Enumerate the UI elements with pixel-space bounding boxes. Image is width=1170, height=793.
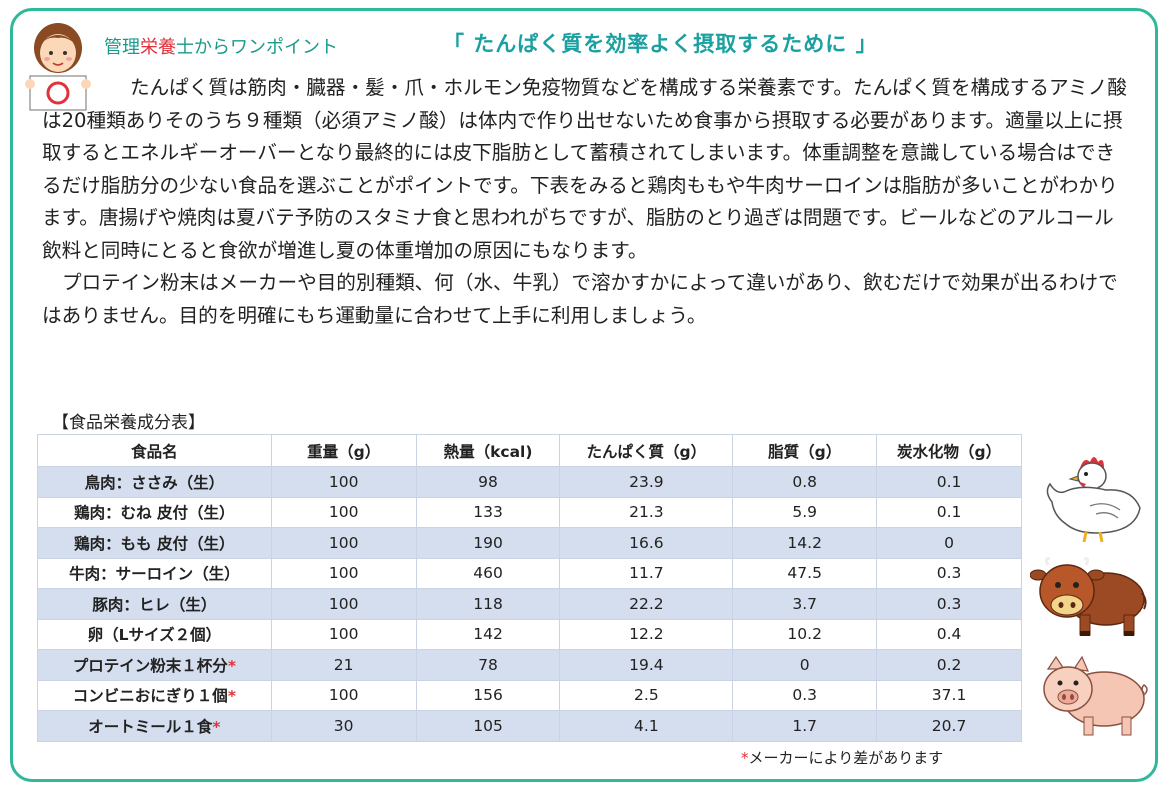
footnote: *メーカーにより差があります: [741, 749, 944, 767]
table-row: 牛肉：サーロイン（生） 100 460 11.7 47.5 0.3: [37, 557, 1022, 589]
page-title: 「 たんぱく質を効率よく摂取するために 」: [443, 32, 878, 56]
protein-cell: 2.5: [559, 679, 734, 711]
column-header-weight: 重量（g）: [270, 434, 417, 467]
kcal-cell: 98: [415, 466, 561, 498]
protein-cell: 12.2: [559, 618, 734, 650]
kcal-cell: 156: [415, 679, 561, 711]
weight-cell: 30: [270, 710, 417, 742]
weight-cell: 100: [270, 496, 417, 528]
table-row: 豚肉：ヒレ（生） 100 118 22.2 3.7 0.3: [37, 588, 1022, 620]
carb-cell: 0.2: [876, 649, 1022, 681]
carb-cell: 0.4: [876, 618, 1022, 650]
table-row: コンビニおにぎり１個* 100 156 2.5 0.3 37.1: [37, 679, 1022, 711]
weight-cell: 100: [270, 466, 417, 498]
food-name-cell: プロテイン粉末１杯分*: [37, 649, 272, 681]
pig-icon: [1043, 655, 1148, 736]
weight-cell: 100: [270, 588, 417, 620]
table-row: 鶏肉：もも 皮付（生） 100 190 16.6 14.2 0: [37, 527, 1022, 559]
column-header-food: 食品名: [37, 434, 272, 467]
carb-cell: 20.7: [876, 710, 1022, 742]
protein-cell: 22.2: [559, 588, 734, 620]
kcal-cell: 190: [415, 527, 561, 559]
kcal-cell: 105: [415, 710, 561, 742]
food-name-cell: 鳥肉：ささみ（生）: [37, 466, 272, 498]
fat-cell: 10.2: [732, 618, 878, 650]
table-row: プロテイン粉末１杯分* 21 78 19.4 0 0.2: [37, 649, 1022, 681]
protein-cell: 23.9: [559, 466, 734, 498]
table-header-row: 食品名 重量（g） 熱量（kcal) たんぱく質（g） 脂質（g） 炭水化物（g…: [37, 434, 1022, 467]
protein-cell: 4.1: [559, 710, 734, 742]
header-label: 管理栄養士からワンポイント: [104, 37, 338, 58]
food-name-cell: 豚肉：ヒレ（生）: [37, 588, 272, 620]
kcal-cell: 142: [415, 618, 561, 650]
food-name-cell: コンビニおにぎり１個*: [37, 679, 272, 711]
weight-cell: 100: [270, 618, 417, 650]
food-name-cell: 鶏肉：むね 皮付（生）: [37, 496, 272, 528]
carb-cell: 0.3: [876, 557, 1022, 589]
fat-cell: 3.7: [732, 588, 878, 620]
fat-cell: 5.9: [732, 496, 878, 528]
kcal-cell: 118: [415, 588, 561, 620]
kcal-cell: 133: [415, 496, 561, 528]
paragraph-2: プロテイン粉末はメーカーや目的別種類、何（水、牛乳）で溶かすかによって違いがあり…: [42, 271, 1118, 327]
chicken-icon: [1046, 457, 1141, 542]
content-frame: [10, 8, 1158, 782]
carb-cell: 0.1: [876, 466, 1022, 498]
table-row: 卵（Lサイズ２個） 100 142 12.2 10.2 0.4: [37, 618, 1022, 650]
paragraph-1: たんぱく質は筋肉・臓器・髪・爪・ホルモン免疫物質などを構成する栄養素です。たんぱ…: [42, 76, 1127, 262]
nutrition-table: 食品名 重量（g） 熱量（kcal) たんぱく質（g） 脂質（g） 炭水化物（g…: [37, 434, 1022, 742]
food-name-cell: オートミール１食*: [37, 710, 272, 742]
fat-cell: 14.2: [732, 527, 878, 559]
weight-cell: 21: [270, 649, 417, 681]
table-row: 鳥肉：ささみ（生） 100 98 23.9 0.8 0.1: [37, 466, 1022, 498]
food-name-cell: 卵（Lサイズ２個）: [37, 618, 272, 650]
fat-cell: 0: [732, 649, 878, 681]
protein-cell: 16.6: [559, 527, 734, 559]
protein-cell: 21.3: [559, 496, 734, 528]
column-header-fat: 脂質（g）: [732, 434, 878, 467]
kcal-cell: 78: [415, 649, 561, 681]
column-header-protein: たんぱく質（g）: [559, 434, 734, 467]
article-body: たんぱく質は筋肉・臓器・髪・爪・ホルモン免疫物質などを構成する栄養素です。たんぱ…: [42, 72, 1132, 332]
table-caption: 【食品栄養成分表】: [52, 413, 205, 433]
weight-cell: 100: [270, 557, 417, 589]
carb-cell: 0.1: [876, 496, 1022, 528]
table-row: オートミール１食* 30 105 4.1 1.7 20.7: [37, 710, 1022, 742]
fat-cell: 0.3: [732, 679, 878, 711]
food-name-cell: 牛肉：サーロイン（生）: [37, 557, 272, 589]
nutritionist-avatar-icon: [25, 23, 91, 111]
weight-cell: 100: [270, 679, 417, 711]
kcal-cell: 460: [415, 557, 561, 589]
column-header-kcal: 熱量（kcal): [415, 434, 561, 467]
protein-cell: 19.4: [559, 649, 734, 681]
weight-cell: 100: [270, 527, 417, 559]
food-name-cell: 鶏肉：もも 皮付（生）: [37, 527, 272, 559]
column-header-carb: 炭水化物（g）: [876, 434, 1022, 467]
cow-icon: [1030, 557, 1147, 636]
fat-cell: 47.5: [732, 557, 878, 589]
carb-cell: 0: [876, 527, 1022, 559]
protein-cell: 11.7: [559, 557, 734, 589]
carb-cell: 0.3: [876, 588, 1022, 620]
carb-cell: 37.1: [876, 679, 1022, 711]
table-row: 鶏肉：むね 皮付（生） 100 133 21.3 5.9 0.1: [37, 496, 1022, 528]
fat-cell: 1.7: [732, 710, 878, 742]
fat-cell: 0.8: [732, 466, 878, 498]
